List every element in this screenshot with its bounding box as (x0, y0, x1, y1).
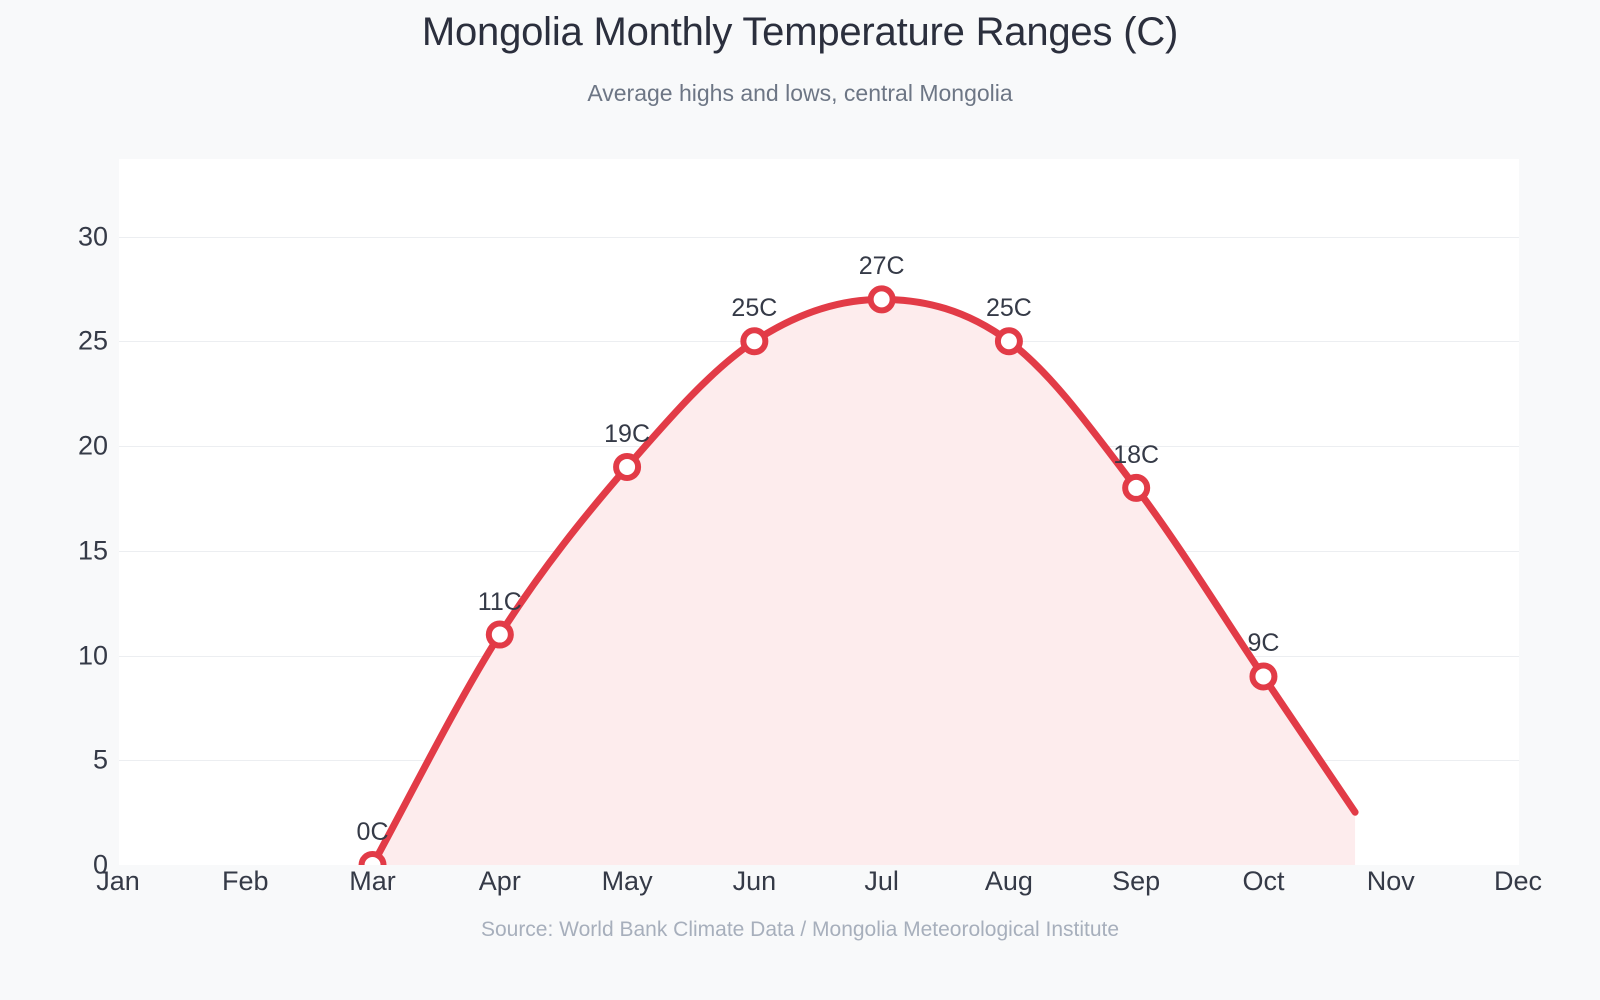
y-axis-tick-label: 10 (77, 640, 108, 670)
x-axis-tick-label-dec: Dec (1493, 866, 1543, 896)
chart-title: Mongolia Monthly Temperature Ranges (C) (421, 10, 1179, 54)
plot-area (119, 159, 1519, 865)
x-axis-tick-label-may: May (601, 866, 653, 896)
y-axis-tick-label: 5 (92, 744, 108, 775)
gridline (119, 236, 1519, 238)
y-axis-tick-label: 20 (77, 430, 108, 461)
data-point-marker[interactable] (613, 452, 642, 481)
chart-source-footer: Source: World Bank Climate Data / Mongol… (480, 918, 1120, 941)
x-axis-tick-label-apr: Apr (478, 866, 521, 896)
x-axis-tick-label-jan: Jan (96, 866, 140, 896)
data-point-marker[interactable] (740, 327, 769, 356)
data-point-marker[interactable] (1122, 473, 1151, 502)
x-axis-tick-label-mar: Mar (349, 866, 396, 896)
x-axis-tick-label-sep: Sep (1112, 866, 1161, 896)
x-axis-tick-label-jun: Jun (732, 866, 777, 896)
x-axis-tick-label-oct: Oct (1242, 866, 1285, 896)
data-point-marker[interactable] (485, 620, 514, 649)
x-axis-tick-label-aug: Aug (984, 866, 1033, 896)
series-line (368, 295, 1359, 865)
data-point-marker[interactable] (358, 851, 387, 865)
x-axis-tick-label-jul: Jul (864, 866, 899, 896)
data-point-marker[interactable] (867, 285, 896, 314)
x-axis-tick-label-feb: Feb (222, 866, 269, 896)
y-axis-tick-label: 30 (77, 221, 108, 251)
y-axis-tick-label: 25 (77, 325, 108, 356)
y-axis-tick-label: 15 (77, 535, 108, 566)
data-point-marker[interactable] (994, 327, 1023, 356)
x-axis-tick-label-nov: Nov (1366, 866, 1415, 896)
temperature-series (319, 285, 1359, 865)
chart-subtitle: Average highs and lows, central Mongolia (587, 80, 1013, 106)
data-point-marker[interactable] (1249, 662, 1278, 691)
y-axis-tick-label: 0 (92, 849, 108, 880)
